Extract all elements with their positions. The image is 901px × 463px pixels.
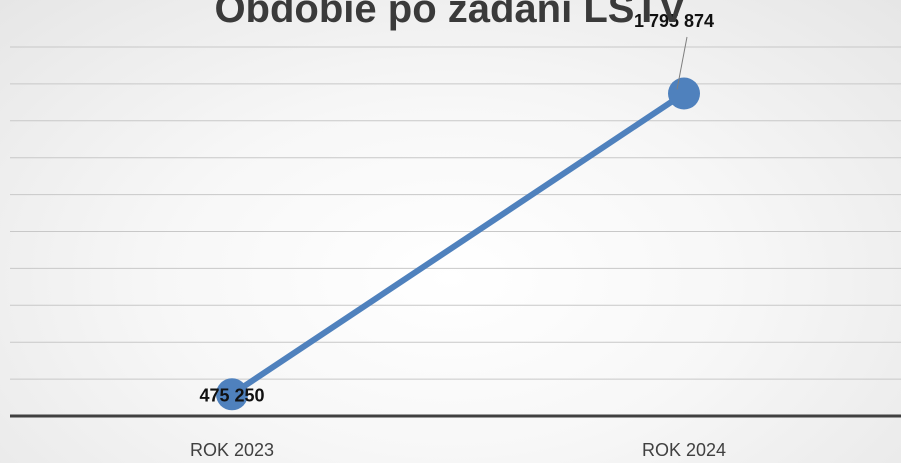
series-line — [229, 90, 687, 398]
data-label: 475 250 — [199, 385, 264, 405]
series-group — [216, 77, 700, 411]
x-tick-label: ROK 2023 — [190, 440, 274, 460]
chart-title: Obdobie po zadaní LSTV — [214, 0, 685, 31]
data-point-marker — [216, 378, 248, 411]
data-point-marker — [668, 77, 700, 110]
data-labels: 475 250 1 795 874 — [199, 11, 714, 405]
x-tick-label: ROK 2024 — [642, 440, 726, 460]
gridlines — [10, 46, 901, 380]
data-label-leader-line — [676, 36, 688, 90]
x-tick-labels: ROK 2023 ROK 2024 — [190, 440, 726, 460]
data-label: 1 795 874 — [634, 11, 714, 31]
